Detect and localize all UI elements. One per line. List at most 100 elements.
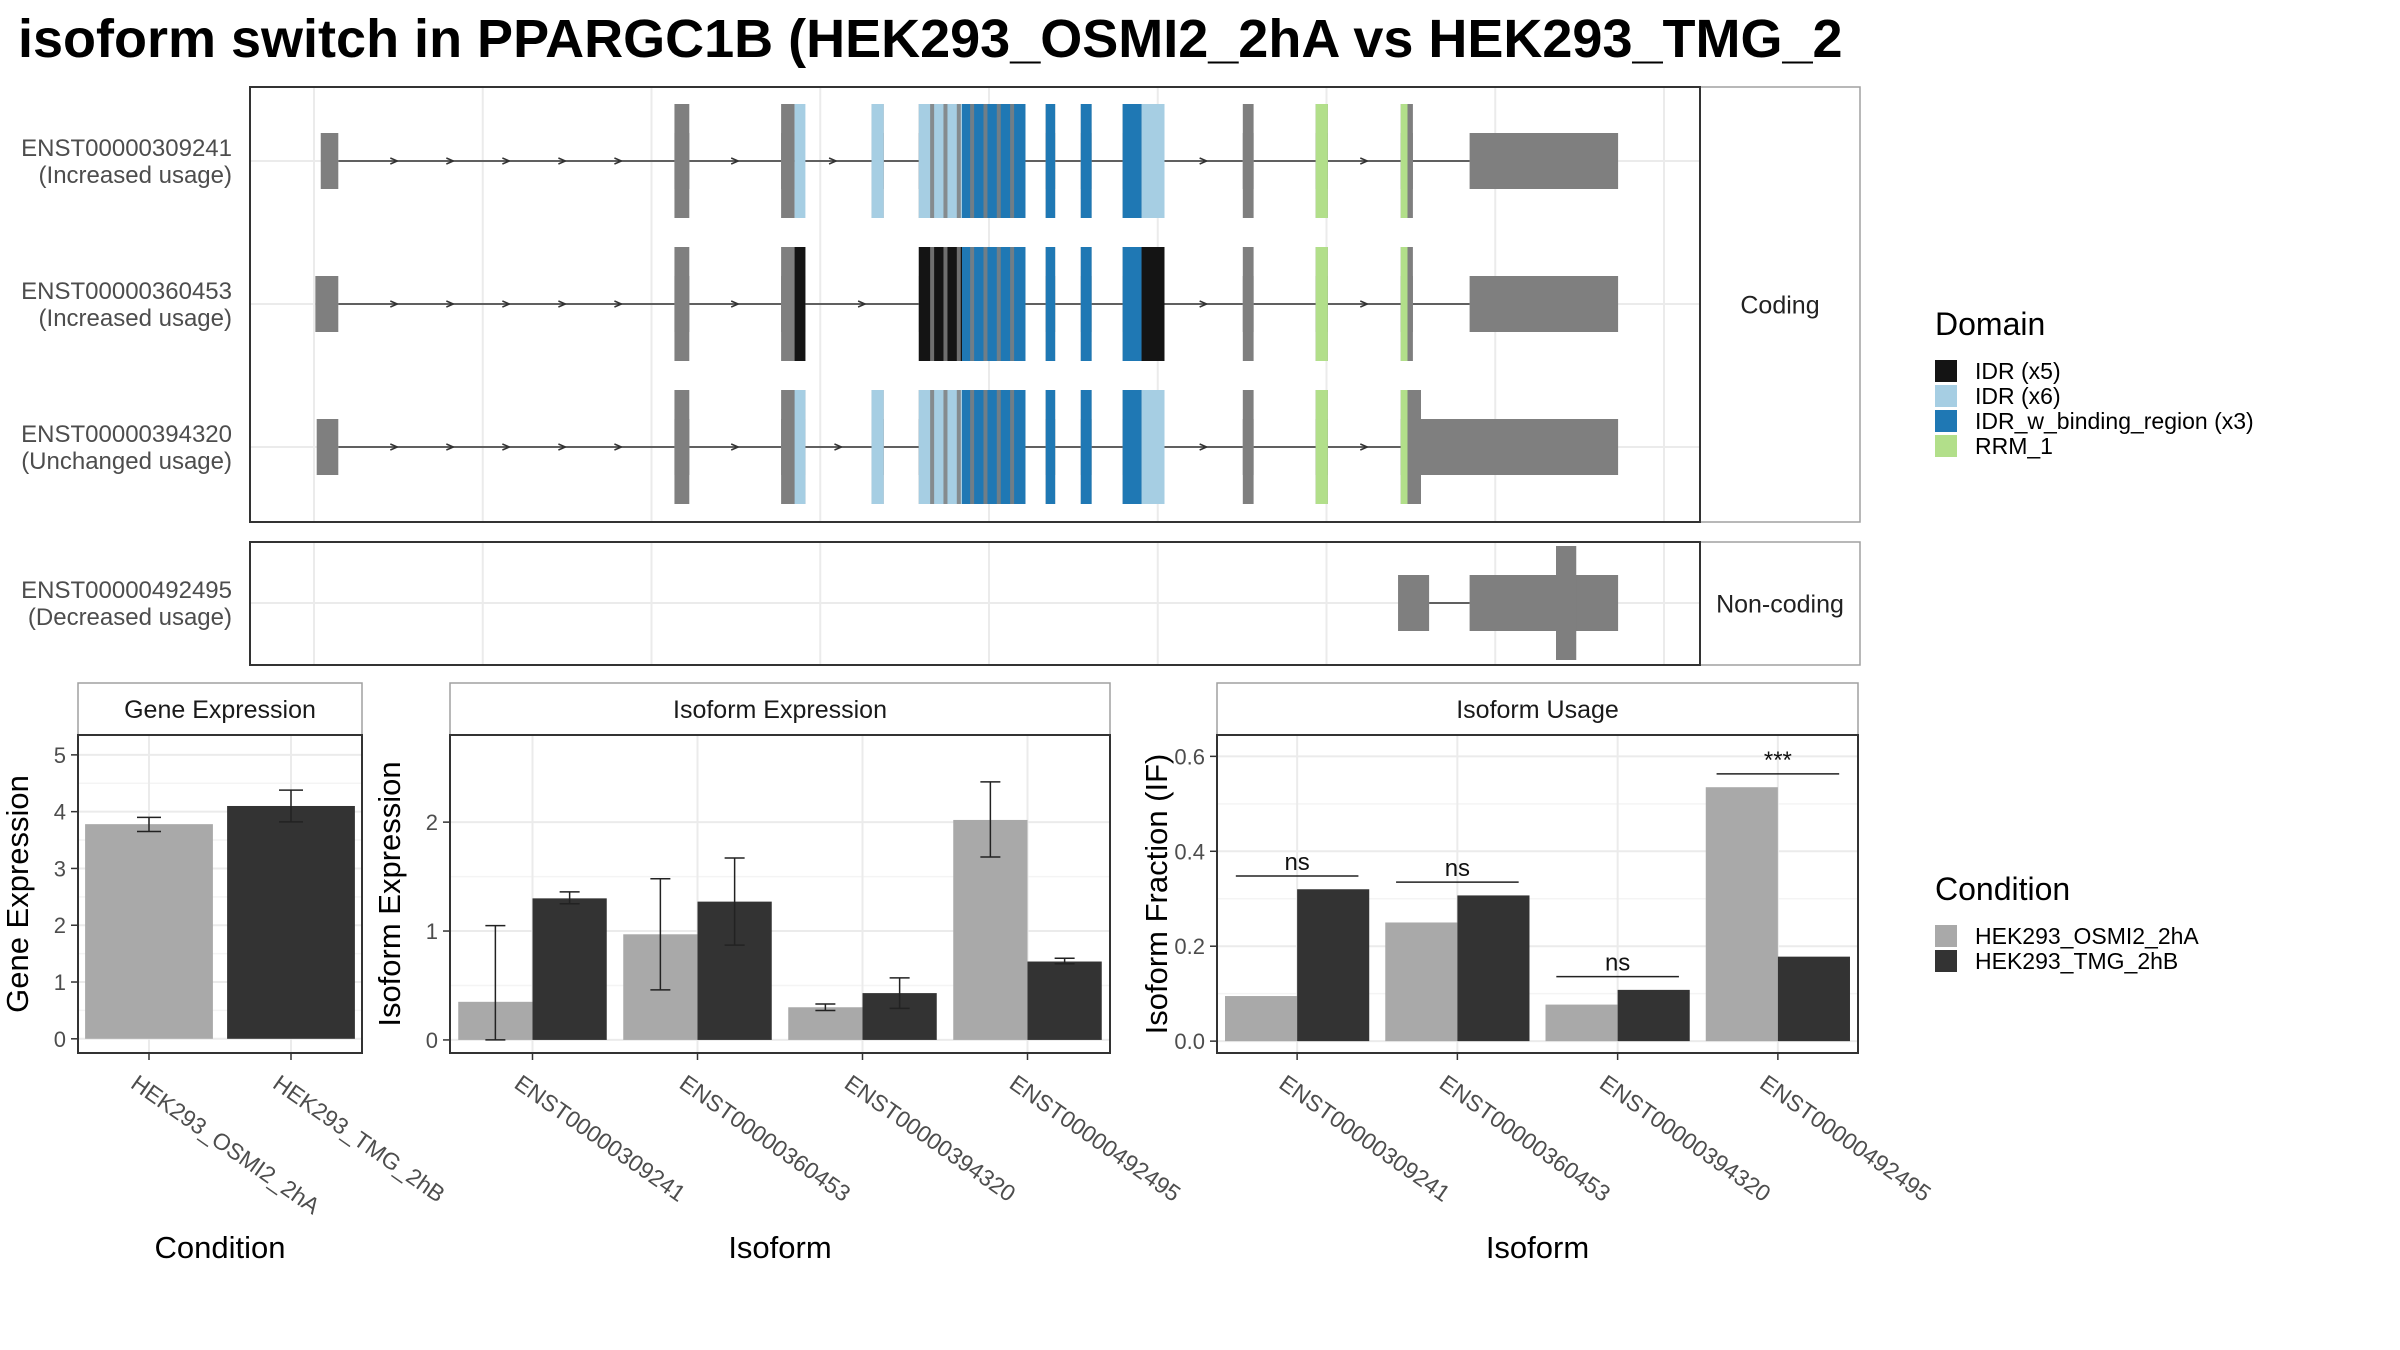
intron-arrow — [390, 157, 400, 165]
legend-swatch — [1935, 925, 1957, 947]
legend-swatch — [1935, 385, 1957, 407]
exon-junction — [996, 247, 1001, 361]
transcript-usage-label: (Unchanged usage) — [21, 448, 232, 475]
exon-junction — [1010, 247, 1015, 361]
significance-label: *** — [1764, 747, 1792, 774]
domain-block — [918, 104, 962, 218]
exon-junction — [930, 247, 935, 361]
y-axis-title: Isoform Expression — [372, 761, 407, 1026]
significance-label: ns — [1284, 849, 1309, 876]
intron-arrow — [446, 443, 456, 451]
y-axis-title: Isoform Fraction (IF) — [1139, 754, 1174, 1035]
x-axis-title: Isoform — [1486, 1230, 1589, 1265]
exon-cds — [674, 390, 690, 504]
exon-junction — [970, 104, 975, 218]
panel-strip — [77, 682, 363, 736]
intron-arrow — [446, 157, 456, 165]
facet-strip — [1699, 541, 1861, 666]
domain-block — [1141, 104, 1165, 218]
y-tick-label: 0 — [426, 1028, 438, 1053]
domain-block — [794, 247, 806, 361]
exon-junction — [983, 390, 988, 504]
significance-label: ns — [1605, 950, 1630, 977]
y-tick-label: 0.6 — [1174, 744, 1205, 769]
exon-junction — [930, 390, 935, 504]
legend-label: HEK293_TMG_2hB — [1975, 948, 2178, 974]
bar — [1617, 989, 1690, 1042]
domain-block — [1045, 390, 1056, 504]
intron-arrow — [614, 443, 624, 451]
bar — [1027, 961, 1102, 1040]
domain-block — [1122, 390, 1142, 504]
domain-block — [1045, 104, 1056, 218]
legend-label: HEK293_OSMI2_2hA — [1975, 923, 2199, 949]
intron-arrow — [1360, 157, 1370, 165]
domain-block — [794, 390, 806, 504]
y-axis-title: Gene Expression — [0, 775, 35, 1013]
x-axis-title: Condition — [155, 1230, 286, 1265]
y-tick-label: 2 — [54, 913, 66, 938]
facet-border — [249, 86, 1701, 523]
x-tick-label: ENST00000309241 — [510, 1070, 690, 1207]
isoform-expression-panel: Isoform Expression 0 1 2 ENST00000309241 ENST… — [372, 682, 1185, 1265]
bar — [1457, 895, 1530, 1042]
intron-arrow — [730, 443, 741, 451]
intron-arrow — [1199, 443, 1209, 451]
domain-block — [918, 390, 962, 504]
exon-junction — [943, 104, 948, 218]
exon-utr — [1398, 575, 1430, 631]
y-tick-label: 4 — [54, 800, 66, 825]
intron-arrow — [834, 443, 844, 451]
intron-arrow — [730, 300, 741, 308]
transcript-ENST00000309241: ENST00000309241(Increased usage) — [21, 104, 1619, 218]
panel-title: Isoform Expression — [673, 696, 887, 724]
intron-arrow — [390, 443, 400, 451]
structure-facet-1: Non-coding ENST00000492495(Decreased usag… — [21, 541, 1861, 666]
y-tick-label: 2 — [426, 810, 438, 835]
exon-junction — [970, 390, 975, 504]
panel-title: Isoform Usage — [1456, 696, 1619, 724]
domain-block — [1400, 390, 1408, 504]
bar — [532, 898, 607, 1040]
x-tick-label: ENST00000394320 — [840, 1070, 1020, 1207]
x-tick-label: ENST00000492495 — [1755, 1070, 1935, 1207]
transcript-ENST00000360453: ENST00000360453(Increased usage) — [21, 247, 1619, 361]
bar — [1705, 787, 1778, 1042]
figure-title: isoform switch in PPARGC1B (HEK293_OSMI2… — [18, 9, 1843, 69]
y-tick-label: 0.4 — [1174, 839, 1205, 864]
exon-utr — [1469, 575, 1619, 631]
x-tick-label: ENST00000394320 — [1595, 1070, 1775, 1207]
exon-cds — [781, 104, 795, 218]
domain-block — [1315, 104, 1328, 218]
legend-title: Domain — [1935, 306, 2045, 342]
bar — [1297, 889, 1370, 1042]
intron-arrow — [1360, 443, 1370, 451]
isoform-usage-panel: Isoform Usage 0.0 0.2 0.4 0.6 ns ns ns *** ENST00… — [1139, 682, 1936, 1265]
facet-label: Non-coding — [1716, 591, 1844, 619]
transcript-id-label: ENST00000360453 — [21, 278, 232, 305]
y-tick-label: 1 — [426, 919, 438, 944]
bar-plots: Gene Expression012345HEK293_OSMI2_2hAHEK… — [0, 682, 1936, 1265]
bar — [1545, 1004, 1618, 1042]
bar — [788, 1007, 863, 1040]
transcript-ENST00000492495: ENST00000492495(Decreased usage) — [21, 546, 1619, 660]
domain-block — [871, 104, 884, 218]
bar — [1385, 922, 1458, 1042]
panel-border — [77, 734, 363, 1054]
y-tick-label: 0.2 — [1174, 934, 1205, 959]
intron-arrow — [558, 300, 568, 308]
intron-arrow — [828, 157, 838, 165]
intron-arrow — [390, 300, 400, 308]
intron-arrow — [558, 157, 568, 165]
intron-arrow — [502, 157, 512, 165]
intron-arrow — [502, 443, 512, 451]
domain-block — [1400, 104, 1408, 218]
exon-utr — [1469, 276, 1619, 332]
intron-arrow — [502, 300, 512, 308]
domain-block — [1400, 247, 1408, 361]
exon-junction — [1010, 104, 1015, 218]
domain-block — [1315, 247, 1328, 361]
exon-utr — [316, 419, 339, 475]
bar — [227, 805, 355, 1039]
exon-junction — [930, 104, 935, 218]
